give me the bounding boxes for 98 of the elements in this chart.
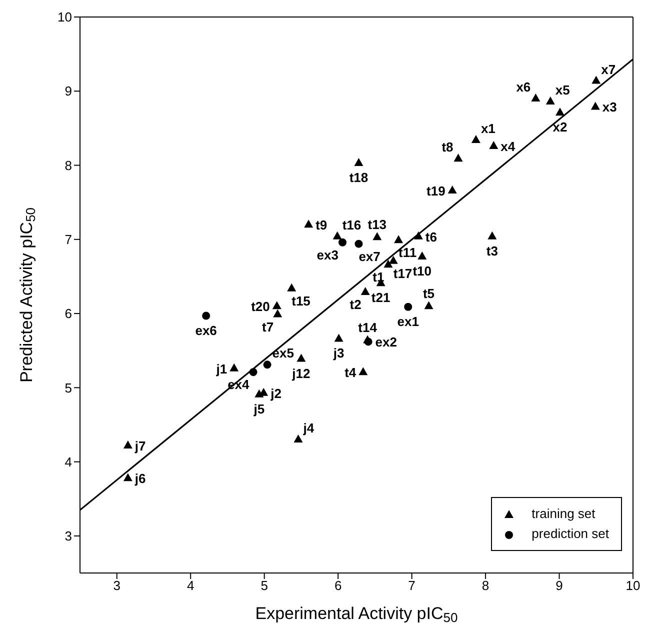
data-label: x6 xyxy=(516,80,531,95)
point xyxy=(489,140,498,149)
data-label: t16 xyxy=(342,217,362,232)
x-tick-label: 9 xyxy=(556,578,563,594)
data-label: t20 xyxy=(251,299,270,314)
data-label: t7 xyxy=(262,319,274,334)
point xyxy=(404,302,412,311)
point xyxy=(418,251,427,260)
point xyxy=(202,312,210,320)
point xyxy=(272,301,282,310)
point xyxy=(394,235,404,244)
point xyxy=(364,338,372,346)
point xyxy=(338,238,346,246)
data-label: ex1 xyxy=(397,314,419,329)
data-label: x2 xyxy=(552,120,568,135)
data-label: ex3 xyxy=(316,247,338,262)
point xyxy=(123,440,132,448)
point xyxy=(354,158,364,166)
point xyxy=(471,135,480,144)
point xyxy=(454,154,463,162)
y-tick-label: 5 xyxy=(64,380,72,396)
y-tick-label: 3 xyxy=(64,528,72,544)
legend-label: training set xyxy=(532,505,596,523)
x-tick-label: 5 xyxy=(260,578,268,594)
data-label: j4 xyxy=(302,420,315,436)
point xyxy=(546,96,555,105)
point xyxy=(424,301,434,310)
data-label: t8 xyxy=(442,140,454,155)
point xyxy=(263,360,272,369)
point xyxy=(296,354,306,362)
data-label: t11 xyxy=(398,245,417,260)
data-label: t13 xyxy=(368,217,387,232)
y-tick-label: 7 xyxy=(64,232,72,248)
point xyxy=(592,76,601,84)
data-label: t10 xyxy=(412,263,432,278)
point xyxy=(334,334,344,342)
point xyxy=(384,260,393,268)
data-label: j5 xyxy=(252,401,265,416)
data-label: x3 xyxy=(602,100,617,115)
data-label: t17 xyxy=(393,266,412,281)
data-label: t9 xyxy=(316,218,328,233)
x-tick-label: 3 xyxy=(113,578,120,594)
point xyxy=(590,102,600,110)
point xyxy=(531,94,540,102)
data-label: x4 xyxy=(500,138,516,154)
point xyxy=(304,220,314,228)
data-label: ex5 xyxy=(272,346,294,361)
point xyxy=(123,473,132,482)
data-label: j7 xyxy=(134,438,146,454)
x-axis-title: Experimental Activity pIC$_{50}$ xyxy=(255,604,458,626)
x-tick-label: 10 xyxy=(626,578,640,594)
point xyxy=(287,283,296,292)
data-label: j1 xyxy=(215,361,228,376)
x-tick-label: 6 xyxy=(334,578,342,594)
point xyxy=(273,309,282,318)
point xyxy=(358,367,368,376)
point xyxy=(332,231,342,240)
x-tick-label: 4 xyxy=(186,578,194,594)
data-label: ex6 xyxy=(195,322,217,338)
data-label: t15 xyxy=(292,293,310,308)
point xyxy=(249,368,258,376)
data-label: t14 xyxy=(358,320,378,336)
data-label: t18 xyxy=(349,170,368,186)
data-label: x5 xyxy=(555,82,570,98)
data-label: t6 xyxy=(425,229,437,244)
data-label: x7 xyxy=(601,62,616,77)
point xyxy=(230,363,239,372)
point xyxy=(388,256,398,264)
data-label: j2 xyxy=(270,386,282,401)
data-label: t3 xyxy=(486,243,498,258)
point xyxy=(414,231,423,240)
data-label: x1 xyxy=(480,121,496,136)
point xyxy=(556,108,565,116)
data-label: t4 xyxy=(344,365,357,380)
point xyxy=(354,240,363,248)
x-tick-label: 7 xyxy=(408,578,416,594)
data-label: j3 xyxy=(332,346,344,361)
point xyxy=(488,231,497,240)
x-tick-label: 8 xyxy=(482,578,490,594)
y-tick-label: 8 xyxy=(64,158,72,173)
y-tick-label: 4 xyxy=(64,454,72,470)
data-label: t21 xyxy=(371,290,390,306)
data-label: t5 xyxy=(422,286,435,302)
point xyxy=(294,434,303,443)
legend-label: prediction set xyxy=(532,525,609,543)
data-label: ex2 xyxy=(375,334,397,350)
data-label: t19 xyxy=(426,183,446,198)
y-tick-label: 6 xyxy=(64,306,72,322)
data-label: j12 xyxy=(291,366,310,381)
point xyxy=(360,287,370,296)
point xyxy=(372,232,382,240)
point xyxy=(254,389,264,398)
data-label: j6 xyxy=(134,471,146,486)
data-label: t2 xyxy=(350,297,362,312)
y-tick-label: 9 xyxy=(64,84,72,99)
data-label: ex7 xyxy=(358,248,380,264)
point xyxy=(448,185,457,194)
y-tick-label: 10 xyxy=(58,10,72,25)
